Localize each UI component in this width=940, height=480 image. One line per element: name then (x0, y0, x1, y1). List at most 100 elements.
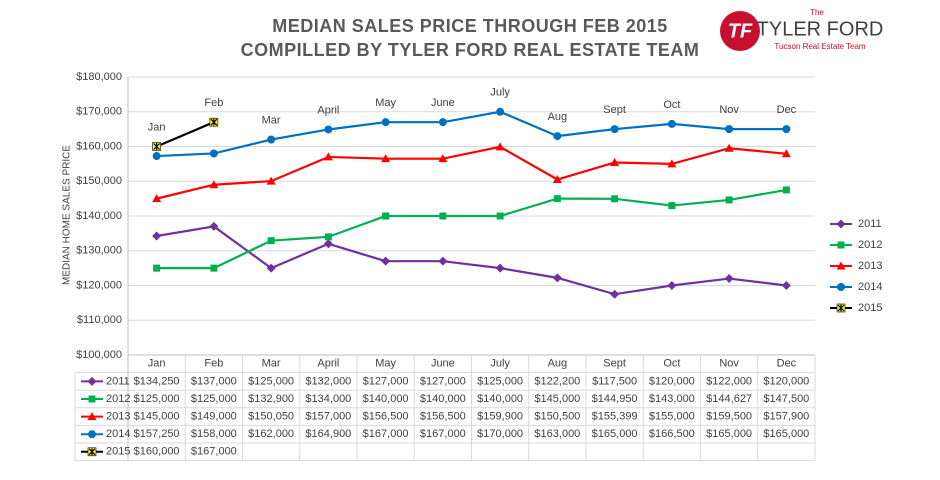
marker (209, 221, 219, 231)
marker (152, 194, 162, 203)
table-cell: $150,050 (248, 411, 294, 423)
point-category-label: May (375, 97, 396, 109)
table-cell: $125,000 (477, 375, 523, 387)
marker (438, 154, 448, 163)
series-line (156, 145, 787, 200)
marker (266, 176, 276, 185)
table-series-name: 2011 (106, 375, 130, 387)
table-cell: $164,900 (305, 428, 351, 440)
table-cell: $160,000 (134, 446, 180, 458)
table-cell: $120,000 (763, 375, 809, 387)
marker (88, 395, 96, 403)
marker (724, 143, 734, 152)
table-cell: $165,000 (763, 428, 809, 440)
table-cell: $134,250 (134, 375, 180, 387)
table-cell: $150,500 (534, 411, 580, 423)
marker (552, 175, 562, 184)
table-cell: $132,000 (305, 375, 351, 387)
table-cell: $134,000 (305, 393, 351, 405)
marker-x (210, 118, 218, 126)
table-cell: $144,627 (706, 393, 752, 405)
table-cell: $149,000 (191, 411, 237, 423)
marker (382, 212, 390, 220)
x-tick-label: Nov (719, 358, 739, 370)
series-line (156, 110, 787, 158)
x-tick-label: May (375, 358, 396, 370)
marker (553, 132, 562, 141)
chart-title: COMPILLED BY TYLER FORD REAL ESTATE TEAM (241, 40, 700, 60)
marker (496, 212, 504, 220)
table-cell: $167,000 (420, 428, 466, 440)
y-tick-label: $130,000 (76, 245, 122, 257)
y-tick-label: $100,000 (76, 349, 122, 361)
table-cell: $145,000 (134, 411, 180, 423)
marker (552, 273, 562, 283)
marker (667, 119, 676, 128)
logo-icon (720, 11, 760, 51)
marker (837, 283, 845, 291)
marker (836, 303, 846, 313)
marker (725, 196, 733, 204)
table-cell: $140,000 (477, 393, 523, 405)
series-line (156, 188, 787, 270)
marker (438, 118, 447, 127)
point-category-label: June (431, 97, 455, 109)
marker (495, 142, 505, 151)
table-cell: $155,399 (592, 411, 638, 423)
legend-label: 2011 (858, 218, 882, 230)
table-series-name: 2015 (106, 446, 130, 458)
marker-x (153, 143, 161, 150)
marker (836, 219, 846, 229)
y-tick-label: $110,000 (77, 314, 122, 326)
marker (495, 263, 505, 273)
x-tick-label: Jan (148, 358, 166, 370)
marker (725, 125, 734, 134)
legend-label: 2012 (858, 239, 882, 251)
series-line (156, 225, 787, 296)
y-tick-label: $120,000 (76, 279, 122, 291)
x-tick-label: Mar (262, 358, 281, 370)
table-cell: $156,500 (420, 411, 466, 423)
marker (381, 154, 391, 163)
table-cell: $158,000 (191, 428, 237, 440)
logo: TF The TYLER FORD Tucson Real Estate Tea… (720, 8, 883, 51)
x-tick-label: June (431, 358, 455, 370)
marker (267, 237, 275, 245)
table-cell: $167,000 (191, 446, 237, 458)
table-cell: $143,000 (649, 393, 695, 405)
y-tick-label: $140,000 (76, 210, 122, 222)
table-cell: $163,000 (534, 428, 580, 440)
table-cell: $145,000 (534, 393, 580, 405)
y-tick-label: $160,000 (76, 140, 122, 152)
marker (324, 233, 332, 241)
table-cell: $157,250 (134, 428, 180, 440)
x-tick-label: Oct (663, 358, 680, 370)
marker (610, 289, 620, 299)
marker (88, 430, 96, 439)
table-cell: $132,900 (248, 393, 294, 405)
marker (152, 152, 161, 161)
marker (153, 264, 161, 272)
point-category-label: July (490, 87, 510, 99)
table-cell: $159,900 (477, 411, 523, 423)
table-cell: $159,500 (706, 411, 752, 423)
x-tick-label: Aug (548, 358, 568, 370)
table-cell: $117,500 (592, 375, 637, 387)
y-tick-label: $170,000 (76, 106, 122, 118)
marker (87, 412, 97, 421)
marker (323, 152, 333, 161)
marker (496, 107, 505, 116)
point-category-label: Feb (204, 97, 223, 109)
marker (209, 180, 219, 189)
table-cell: $122,200 (534, 375, 580, 387)
table-cell: $167,000 (363, 428, 409, 440)
table-cell: $157,000 (305, 411, 351, 423)
x-tick-label: Sept (603, 358, 626, 370)
marker (782, 125, 791, 134)
marker-x (88, 448, 96, 456)
table-cell: $144,950 (592, 393, 638, 405)
marker (381, 118, 390, 127)
marker (610, 125, 619, 134)
point-category-label: Aug (548, 111, 568, 123)
